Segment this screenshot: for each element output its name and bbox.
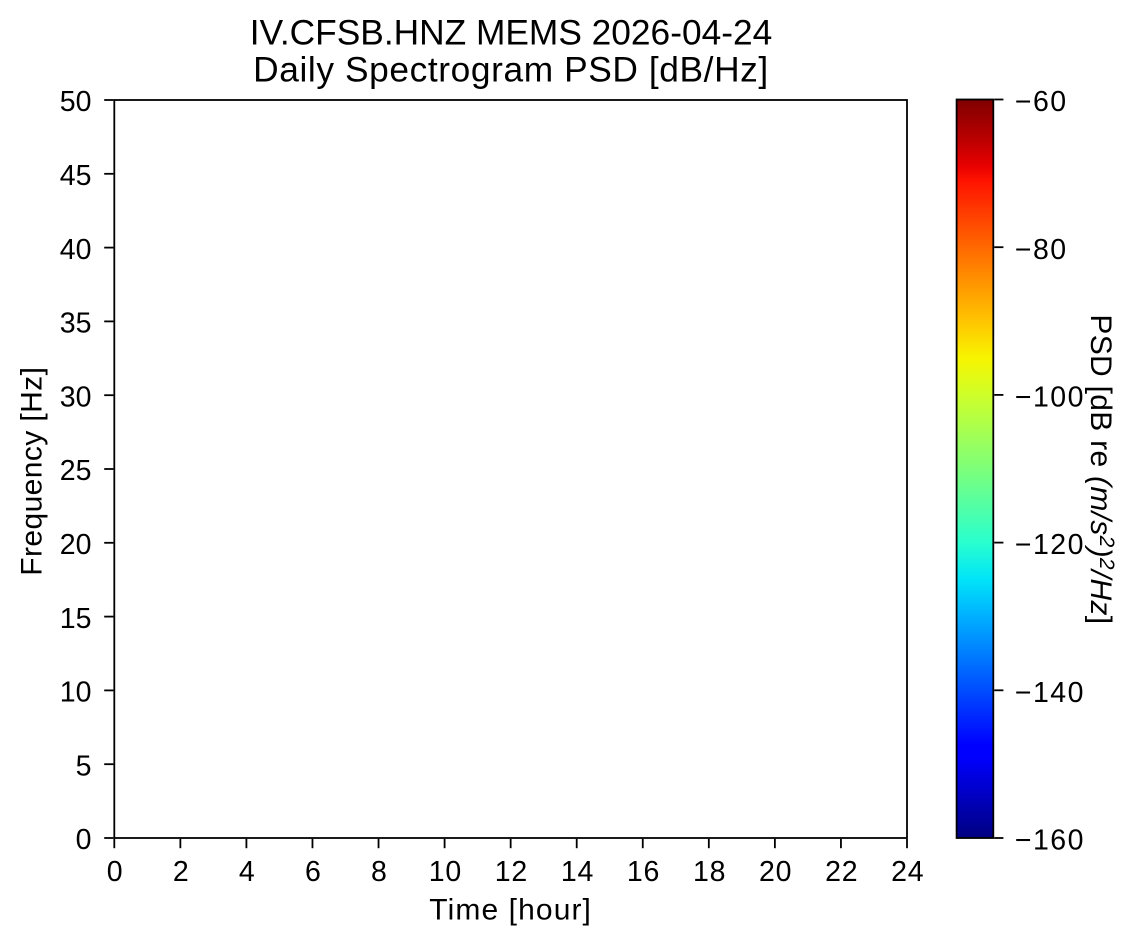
- svg-text:18: 18: [693, 856, 726, 888]
- svg-text:Frequency [Hz]: Frequency [Hz]: [16, 367, 49, 576]
- svg-text:10: 10: [60, 677, 92, 709]
- svg-text:12: 12: [495, 856, 528, 888]
- svg-text:14: 14: [561, 856, 594, 888]
- svg-text:24: 24: [891, 856, 924, 888]
- svg-text:20: 20: [60, 529, 92, 561]
- svg-text:16: 16: [627, 856, 660, 888]
- svg-text:0: 0: [107, 856, 124, 888]
- svg-text:50: 50: [60, 86, 92, 118]
- svg-text:4: 4: [239, 856, 256, 888]
- svg-text:45: 45: [60, 160, 92, 192]
- svg-text:22: 22: [825, 856, 858, 888]
- svg-text:2: 2: [173, 856, 190, 888]
- svg-text:−100: −100: [1015, 382, 1085, 414]
- svg-text:−80: −80: [1015, 234, 1068, 266]
- svg-text:0: 0: [76, 824, 92, 856]
- svg-text:35: 35: [60, 308, 92, 340]
- svg-text:8: 8: [371, 856, 388, 888]
- svg-text:6: 6: [305, 856, 322, 888]
- svg-text:20: 20: [759, 856, 792, 888]
- svg-text:Daily Spectrogram PSD [dB/Hz]: Daily Spectrogram PSD [dB/Hz]: [253, 50, 769, 89]
- svg-text:−140: −140: [1015, 677, 1085, 709]
- svg-text:5: 5: [76, 750, 92, 782]
- svg-text:−60: −60: [1015, 86, 1068, 118]
- svg-text:40: 40: [60, 234, 92, 266]
- svg-text:15: 15: [60, 603, 92, 635]
- svg-text:PSD [dB re (m/s2)2/Hz]: PSD [dB re (m/s2)2/Hz]: [1084, 314, 1118, 624]
- svg-text:−120: −120: [1015, 529, 1085, 561]
- svg-text:25: 25: [60, 455, 92, 487]
- svg-text:10: 10: [429, 856, 462, 888]
- svg-text:IV.CFSB.HNZ MEMS 2026-04-24: IV.CFSB.HNZ MEMS 2026-04-24: [250, 14, 772, 53]
- svg-text:Time [hour]: Time [hour]: [429, 893, 592, 926]
- svg-text:30: 30: [60, 381, 92, 413]
- svg-text:−160: −160: [1015, 825, 1085, 857]
